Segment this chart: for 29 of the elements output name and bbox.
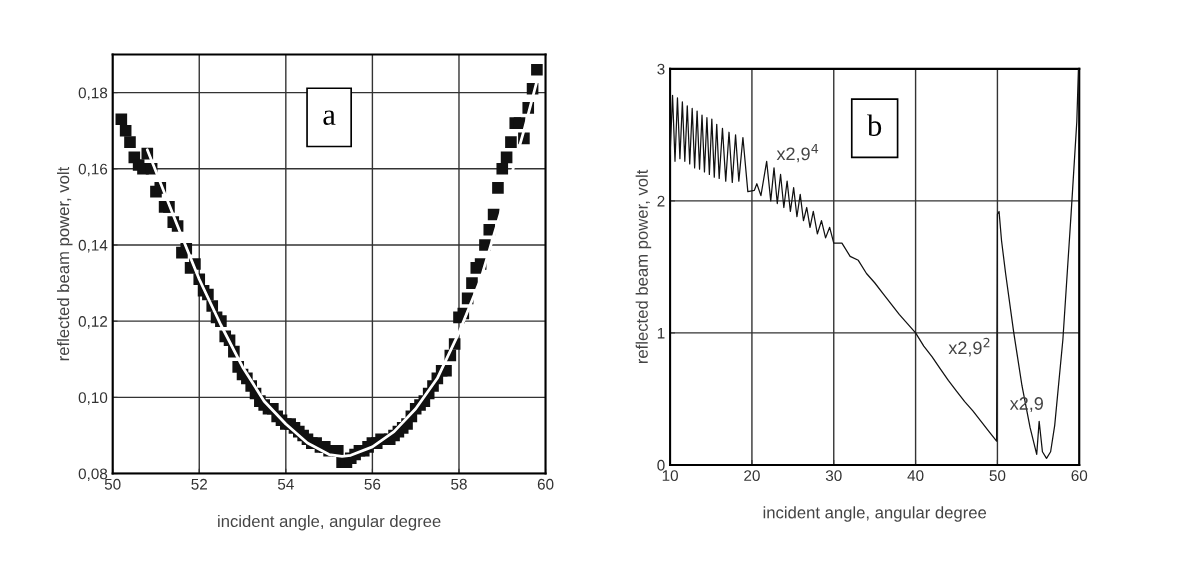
y-axis-title: reflected beam power, volt	[635, 169, 652, 364]
x-tick-label: 40	[907, 470, 924, 482]
y-tick-label: 0,12	[78, 316, 108, 329]
annotation: a	[323, 110, 336, 126]
y-tick-label: 3	[657, 63, 665, 75]
annotation: x2,9$^{2}$	[948, 337, 990, 357]
x-tick-label: 56	[364, 478, 381, 490]
annotation: x2,9$^{4}$	[776, 143, 819, 163]
y-tick-label: 0,14	[78, 239, 108, 253]
y-tick-label: 0,16	[78, 163, 108, 177]
x-tick-label: 10	[662, 470, 678, 482]
annotation: b	[867, 114, 882, 136]
y-tick-label: 2	[657, 195, 665, 207]
y-tick-label: 1	[657, 327, 665, 339]
x-tick-label: 58	[451, 478, 467, 490]
y-axis-title: reflected beam power, volt	[56, 166, 73, 361]
x-tick-label: 30	[825, 470, 842, 482]
x-axis-title: incident angle, angular degree	[218, 514, 441, 531]
y-tick-label: 0,18	[78, 87, 108, 101]
x-tick-label: 20	[744, 470, 760, 482]
x-tick-label: 54	[277, 478, 294, 490]
x-tick-label: 52	[191, 478, 207, 490]
x-tick-label: 50	[989, 470, 1006, 482]
x-axis-title: incident angle, angular degree	[763, 506, 987, 522]
x-tick-label: 60	[1071, 470, 1088, 482]
y-tick-label: 0	[657, 459, 665, 471]
x-tick-label: 50	[104, 478, 121, 490]
y-tick-label: 0,10	[78, 392, 108, 405]
x-tick-label: 60	[537, 478, 554, 490]
